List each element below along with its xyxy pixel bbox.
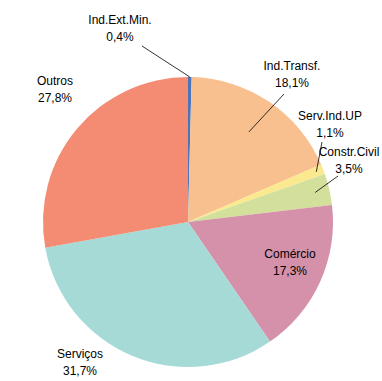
category-label: Serviços [57, 347, 103, 361]
data-label: 0,4% [106, 30, 134, 44]
category-label: Ind.Ext.Min. [88, 13, 151, 27]
pie-chart: Ind.Ext.Min. 0,4% Ind.Transf. 18,1% Serv.Ind… [0, 0, 382, 381]
leader-line [315, 176, 338, 193]
pie-slice [45, 222, 270, 367]
labels: Ind.Ext.Min. 0,4% Ind.Transf. 18,1% Serv.Ind… [37, 13, 379, 378]
category-label: Serv.Ind.UP [298, 109, 362, 123]
category-label: Constr.Civil [319, 145, 380, 159]
leader-line [142, 46, 190, 77]
data-label: 17,3% [273, 264, 307, 278]
data-label: 31,7% [63, 364, 97, 378]
data-label: 27,8% [38, 91, 72, 105]
category-label: Outros [37, 74, 73, 88]
data-label: 1,1% [316, 126, 344, 140]
category-label: Ind.Transf. [264, 59, 321, 73]
leader-line [249, 94, 284, 132]
slices [43, 77, 333, 367]
data-label: 18,1% [275, 76, 309, 90]
category-label: Comércio [264, 247, 316, 261]
data-label: 3,5% [335, 162, 363, 176]
